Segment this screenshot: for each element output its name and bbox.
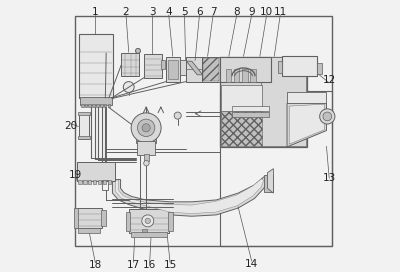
- Text: 13: 13: [322, 173, 336, 183]
- Bar: [166, 57, 180, 82]
- Bar: [75, 16, 332, 246]
- Bar: [78, 136, 90, 139]
- Circle shape: [145, 218, 150, 224]
- Circle shape: [323, 112, 332, 121]
- Bar: [282, 56, 317, 76]
- Circle shape: [123, 82, 134, 92]
- Bar: [226, 69, 231, 82]
- Bar: [202, 57, 220, 82]
- Text: 9: 9: [248, 7, 255, 17]
- Bar: [168, 212, 173, 231]
- Bar: [232, 112, 269, 117]
- Bar: [88, 104, 91, 107]
- Text: 17: 17: [127, 260, 140, 270]
- Circle shape: [138, 119, 155, 137]
- Bar: [132, 232, 167, 237]
- Bar: [220, 57, 271, 82]
- Polygon shape: [186, 61, 203, 75]
- Text: 4: 4: [166, 7, 172, 17]
- Text: 2: 2: [123, 7, 129, 17]
- Bar: [220, 57, 308, 147]
- Bar: [221, 85, 262, 111]
- Bar: [136, 125, 156, 143]
- Bar: [78, 228, 100, 233]
- Bar: [108, 180, 111, 184]
- Bar: [77, 162, 114, 181]
- Bar: [92, 104, 95, 107]
- Text: 20: 20: [64, 122, 77, 131]
- Text: 15: 15: [164, 260, 177, 270]
- Bar: [102, 180, 108, 190]
- Text: 3: 3: [149, 7, 156, 17]
- Bar: [144, 154, 149, 161]
- Bar: [144, 54, 162, 78]
- Bar: [221, 111, 262, 146]
- Bar: [93, 180, 96, 184]
- Bar: [220, 91, 332, 246]
- Bar: [96, 104, 99, 107]
- Polygon shape: [268, 169, 274, 193]
- Bar: [121, 53, 139, 76]
- Bar: [126, 212, 130, 231]
- Bar: [80, 97, 112, 105]
- Bar: [180, 60, 186, 75]
- Text: 18: 18: [89, 260, 102, 270]
- Bar: [98, 180, 101, 184]
- Bar: [100, 104, 103, 107]
- Bar: [161, 60, 165, 69]
- Bar: [317, 63, 322, 74]
- Bar: [78, 112, 90, 115]
- Circle shape: [142, 215, 154, 227]
- Text: 1: 1: [92, 7, 98, 17]
- Text: 11: 11: [274, 7, 287, 17]
- Bar: [79, 34, 113, 98]
- Text: 14: 14: [245, 259, 258, 269]
- Bar: [81, 104, 84, 107]
- Bar: [138, 141, 155, 155]
- Bar: [129, 209, 169, 233]
- Text: 6: 6: [196, 7, 203, 17]
- Bar: [262, 57, 306, 146]
- Bar: [186, 57, 202, 82]
- Bar: [88, 180, 92, 184]
- Text: 5: 5: [181, 7, 188, 17]
- Bar: [234, 69, 240, 82]
- Text: 12: 12: [322, 75, 336, 85]
- Bar: [103, 180, 106, 184]
- Bar: [203, 58, 219, 81]
- Bar: [242, 69, 248, 82]
- Circle shape: [136, 48, 140, 53]
- Circle shape: [142, 124, 150, 132]
- Text: 8: 8: [234, 7, 240, 17]
- Bar: [78, 180, 82, 184]
- Text: 19: 19: [69, 171, 82, 180]
- Polygon shape: [112, 177, 268, 216]
- Bar: [142, 229, 147, 232]
- Bar: [74, 208, 78, 228]
- Bar: [104, 104, 106, 107]
- Text: 10: 10: [260, 7, 273, 17]
- Circle shape: [144, 160, 149, 166]
- Circle shape: [320, 109, 335, 124]
- Bar: [79, 114, 89, 139]
- Bar: [264, 175, 274, 192]
- Polygon shape: [289, 104, 324, 144]
- Bar: [83, 180, 86, 184]
- Circle shape: [131, 113, 161, 143]
- Text: 16: 16: [143, 260, 156, 270]
- Bar: [168, 60, 178, 79]
- Polygon shape: [116, 179, 264, 214]
- Bar: [76, 208, 102, 228]
- Bar: [85, 104, 87, 107]
- Circle shape: [174, 112, 181, 119]
- Text: 7: 7: [210, 7, 216, 17]
- Bar: [287, 92, 326, 103]
- Bar: [232, 106, 269, 111]
- Bar: [101, 210, 106, 226]
- Bar: [278, 61, 282, 73]
- Polygon shape: [287, 103, 326, 147]
- Bar: [108, 104, 110, 107]
- Bar: [250, 69, 256, 82]
